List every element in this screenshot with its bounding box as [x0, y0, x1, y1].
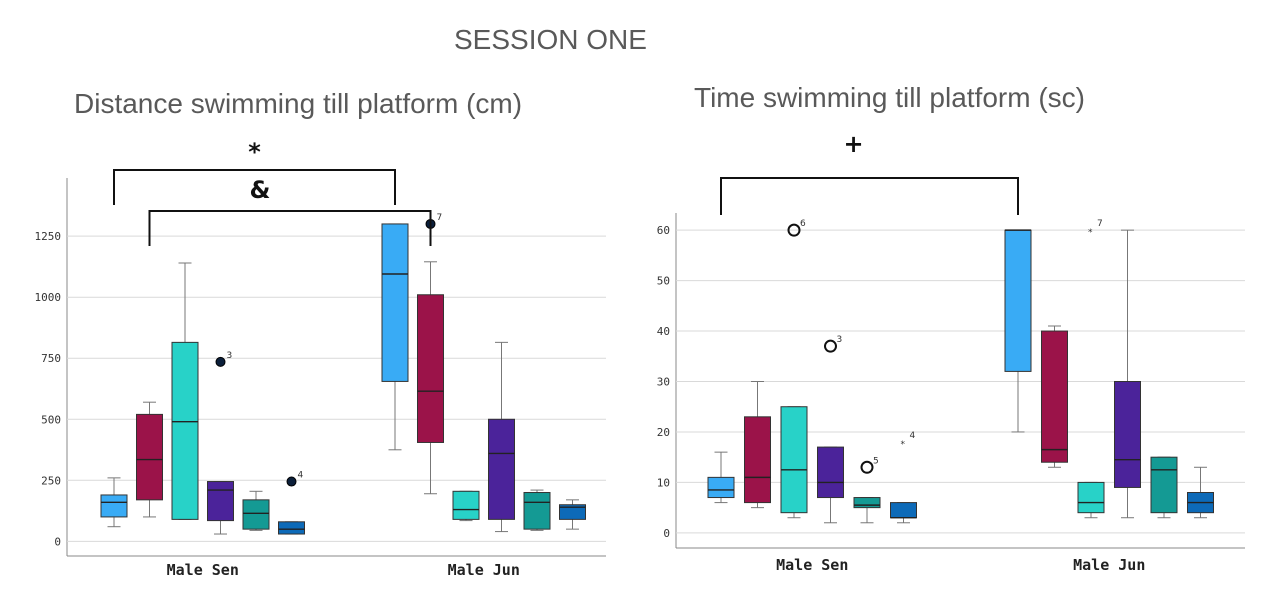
box-2-4: [488, 418, 515, 520]
box-1-6: [278, 521, 305, 535]
outlier-dot: [286, 476, 297, 487]
distance-chart-title: Distance swimming till platform (cm): [74, 88, 523, 119]
session-title: SESSION ONE: [454, 24, 647, 55]
time-chart-title: Time swimming till platform (sc): [694, 82, 1085, 113]
box-2-1: [1004, 229, 1032, 372]
y-tick-label: 50: [657, 275, 670, 288]
significance-bracket: [148, 210, 432, 246]
y-tick-label: 500: [41, 413, 61, 426]
outlier-star: *: [901, 440, 906, 450]
box-1-5: [242, 499, 270, 530]
outlier-label: 7: [437, 213, 443, 223]
category-label: Male Jun: [448, 561, 520, 579]
box-1-6: [890, 502, 917, 519]
outlier-label: 4: [910, 431, 916, 441]
y-tick-label: 250: [41, 474, 61, 487]
category-label: Male Jun: [1073, 556, 1145, 574]
outlier-label: 3: [227, 351, 233, 361]
outlier-label: 6: [800, 219, 806, 229]
box-2-5: [1150, 456, 1178, 514]
outlier-circle: [860, 460, 874, 474]
box-2-2: [1041, 330, 1068, 463]
y-tick-label: 60: [657, 224, 670, 237]
y-tick-label: 1000: [35, 291, 62, 304]
outlier-star: *: [1088, 228, 1093, 238]
y-tick-label: 20: [657, 426, 670, 439]
box-1-1: [707, 476, 735, 499]
box-2-5: [523, 492, 551, 530]
box-2-3: [1077, 481, 1105, 514]
time-boxplot: 0 10 20 30 40 50 60 6 3 5 * 4 * 7 Male Sen Male Jun +: [657, 130, 1245, 574]
significance-symbol: &: [250, 176, 271, 204]
outlier-label: 3: [837, 335, 843, 345]
outlier-label: 7: [1097, 219, 1103, 229]
box-1-1: [100, 494, 128, 518]
box-1-2: [744, 416, 771, 504]
box-2-6: [559, 504, 586, 520]
box-1-4: [817, 446, 844, 499]
box-1-2: [136, 413, 163, 501]
y-tick-label: 1250: [35, 230, 62, 243]
y-tick-label: 30: [657, 376, 670, 389]
y-tick-label: 0: [54, 535, 61, 548]
y-tick-label: 0: [663, 527, 670, 540]
outlier-circle: [787, 223, 801, 237]
significance-bracket: [720, 177, 1019, 215]
y-tick-label: 40: [657, 325, 670, 338]
category-label: Male Sen: [776, 556, 848, 574]
y-tick-label: 750: [41, 352, 61, 365]
outlier-dot: [215, 356, 226, 367]
box-1-4: [207, 481, 234, 522]
outlier-label: 5: [873, 456, 879, 466]
outlier-circle: [824, 339, 837, 353]
significance-symbol: +: [843, 130, 863, 158]
box-2-2: [417, 294, 444, 443]
significance-bracket: [113, 169, 396, 205]
box-1-3: [780, 406, 808, 514]
box-1-5: [853, 497, 881, 509]
box-1-3: [171, 341, 199, 520]
box-2-1: [381, 223, 409, 382]
y-tick-label: 10: [657, 476, 670, 489]
box-2-3: [452, 490, 480, 520]
category-label: Male Sen: [167, 561, 239, 579]
distance-boxplot: 0 250 500 750 1000 1250 3 4 7 Male Sen Male Jun * &: [35, 138, 606, 579]
outlier-label: 4: [298, 471, 304, 481]
significance-symbol: *: [248, 138, 261, 166]
box-2-4: [1114, 381, 1141, 488]
